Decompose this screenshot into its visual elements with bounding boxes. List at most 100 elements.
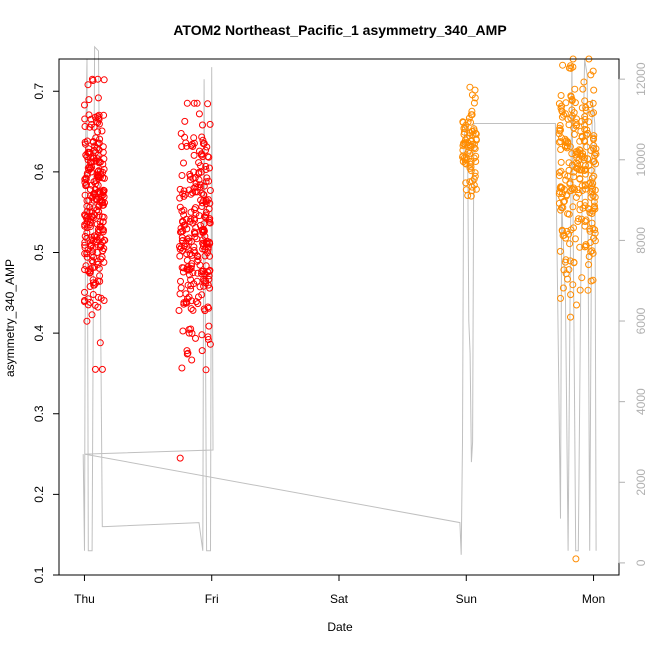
data-point-orange bbox=[582, 242, 590, 250]
data-point-red bbox=[81, 232, 89, 240]
data-point-red bbox=[86, 221, 94, 229]
data-point-red bbox=[185, 329, 193, 337]
data-point-red bbox=[204, 281, 212, 289]
data-point-red bbox=[86, 267, 94, 275]
data-point-red bbox=[201, 252, 209, 260]
data-point-red bbox=[89, 77, 97, 84]
data-point-red bbox=[183, 256, 191, 264]
data-point-orange bbox=[586, 209, 594, 217]
data-point-red bbox=[198, 189, 206, 197]
data-point-red bbox=[90, 253, 98, 261]
data-point-orange bbox=[470, 125, 478, 133]
data-point-red bbox=[95, 188, 103, 196]
data-point-orange bbox=[566, 257, 574, 265]
data-point-red bbox=[81, 123, 89, 130]
data-point-orange bbox=[591, 205, 599, 213]
data-point-red bbox=[206, 187, 214, 194]
data-point-orange bbox=[589, 192, 597, 199]
data-point-orange bbox=[575, 215, 582, 223]
points-layer bbox=[81, 55, 600, 563]
data-point-orange bbox=[570, 224, 577, 232]
data-point-orange bbox=[468, 187, 476, 195]
data-point-red bbox=[203, 174, 211, 182]
data-point-orange bbox=[569, 203, 577, 211]
data-point-red bbox=[180, 264, 188, 272]
data-point-orange bbox=[463, 134, 471, 142]
data-point-red bbox=[186, 271, 193, 279]
data-point-orange bbox=[557, 92, 565, 99]
data-point-red bbox=[96, 243, 104, 251]
data-point-red bbox=[177, 130, 185, 137]
data-point-red bbox=[182, 139, 190, 147]
data-point-orange bbox=[568, 106, 576, 114]
data-point-orange bbox=[582, 185, 590, 193]
data-point-orange bbox=[591, 193, 599, 201]
data-point-red bbox=[194, 269, 202, 277]
y2-tick-label: 4000 bbox=[634, 388, 648, 415]
data-point-red bbox=[88, 241, 95, 249]
data-point-red bbox=[190, 247, 198, 254]
data-point-red bbox=[92, 118, 100, 126]
x-tick-label: Sat bbox=[330, 592, 349, 606]
data-point-orange bbox=[584, 286, 592, 294]
data-point-red bbox=[189, 306, 197, 314]
data-point-red bbox=[100, 111, 108, 119]
data-point-orange bbox=[565, 159, 573, 167]
data-point-orange bbox=[460, 154, 468, 162]
data-point-orange bbox=[587, 71, 595, 79]
data-point-orange bbox=[587, 166, 595, 174]
data-point-orange bbox=[470, 144, 478, 152]
data-point-orange bbox=[581, 222, 589, 230]
data-point-red bbox=[81, 101, 88, 109]
data-point-red bbox=[206, 164, 213, 172]
data-point-red bbox=[84, 156, 92, 164]
data-point-orange bbox=[566, 240, 574, 248]
data-point-red bbox=[96, 190, 104, 197]
data-point-red bbox=[94, 128, 102, 136]
data-point-orange bbox=[582, 162, 589, 170]
data-point-red bbox=[199, 136, 207, 144]
data-point-red bbox=[87, 186, 94, 194]
x-axis: Thu Fri Sat Sun Mon bbox=[74, 574, 605, 606]
data-point-orange bbox=[570, 168, 578, 176]
data-point-orange bbox=[582, 106, 590, 114]
data-point-red bbox=[204, 333, 212, 341]
data-point-red bbox=[176, 252, 184, 260]
data-point-red bbox=[202, 200, 210, 207]
data-point-red bbox=[188, 329, 196, 337]
data-point-red bbox=[175, 307, 183, 314]
data-point-red bbox=[192, 334, 199, 342]
data-point-orange bbox=[466, 160, 474, 168]
data-point-red bbox=[202, 196, 210, 204]
data-point-orange bbox=[569, 281, 577, 289]
data-point-red bbox=[198, 291, 206, 299]
data-point-red bbox=[204, 153, 212, 161]
data-point-red bbox=[177, 224, 185, 232]
data-point-red bbox=[84, 267, 92, 275]
data-point-red bbox=[193, 277, 201, 285]
data-point-orange bbox=[555, 199, 563, 207]
data-point-orange bbox=[562, 99, 570, 107]
data-point-orange bbox=[590, 86, 598, 94]
data-point-red bbox=[196, 181, 204, 189]
data-point-orange bbox=[564, 275, 571, 283]
data-point-red bbox=[83, 137, 91, 145]
data-point-orange bbox=[472, 152, 480, 160]
data-point-red bbox=[85, 96, 93, 104]
data-point-red bbox=[196, 183, 204, 191]
y-axis-label: asymmetry_340_AMP bbox=[3, 259, 17, 377]
data-point-red bbox=[89, 279, 97, 287]
y2-tick-label: 10000 bbox=[634, 143, 648, 177]
data-point-red bbox=[187, 238, 195, 245]
data-point-orange bbox=[573, 301, 580, 309]
data-point-red bbox=[87, 168, 95, 176]
data-point-red bbox=[95, 201, 103, 209]
data-point-red bbox=[192, 298, 200, 306]
data-point-orange bbox=[590, 172, 598, 180]
data-point-red bbox=[189, 219, 197, 227]
data-point-orange bbox=[583, 131, 590, 139]
data-point-red bbox=[202, 209, 210, 216]
data-point-red bbox=[178, 172, 186, 179]
data-point-orange bbox=[560, 198, 568, 206]
